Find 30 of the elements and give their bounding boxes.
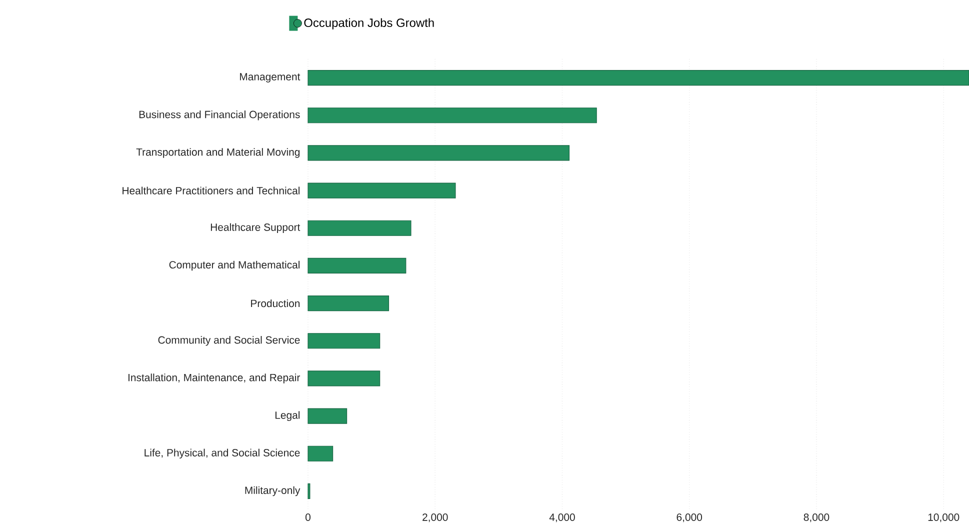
y-tick-label: Life, Physical, and Social Science	[144, 448, 300, 459]
y-tick-label: Business and Financial Operations	[139, 110, 300, 120]
y-tick-label: Legal	[275, 411, 300, 421]
y-tick-label: Computer and Mathematical	[169, 260, 300, 271]
bar	[308, 446, 334, 462]
y-tick-label: Community and Social Service	[158, 336, 300, 346]
y-tick-label: Transportation and Material Moving	[136, 148, 300, 158]
bar	[308, 145, 570, 161]
bar	[308, 408, 348, 424]
bar	[308, 370, 380, 386]
y-tick-label: Healthcare Practitioners and Technical	[122, 186, 300, 194]
bar	[308, 220, 412, 236]
x-tick-label: 4,000	[549, 514, 575, 522]
y-tick-label: Installation, Maintenance, and Repair	[128, 374, 300, 384]
y-tick-label: Production	[251, 299, 300, 308]
x-tick-label: 8,000	[804, 514, 830, 522]
x-tick-label: 6,000	[676, 514, 702, 522]
bar	[308, 108, 597, 124]
bar	[308, 70, 969, 86]
bar	[308, 258, 406, 274]
bar	[308, 295, 390, 312]
y-tick-label: Healthcare Support	[210, 223, 300, 234]
x-tick-label: 10,000	[928, 514, 960, 522]
legend-label: Occupation Jobs Growth	[304, 18, 434, 30]
x-tick-label: 2,000	[422, 514, 448, 522]
y-tick-label: Military-only	[245, 486, 300, 496]
x-tick-label: 0	[306, 514, 310, 521]
y-tick-label: Management	[240, 73, 300, 82]
bar	[308, 182, 456, 198]
bar	[308, 333, 380, 349]
